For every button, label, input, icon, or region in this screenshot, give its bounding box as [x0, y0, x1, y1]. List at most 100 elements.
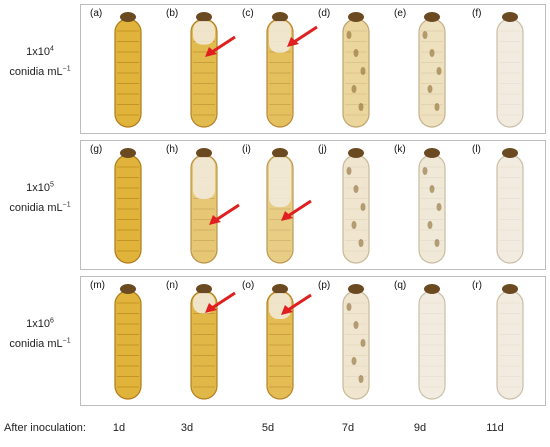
larva-head: [120, 12, 136, 22]
larva-head: [424, 284, 440, 294]
melanized-spot: [427, 221, 433, 229]
time-axis: After inoculation: 1d 3d 5d 7d 9d 11d: [0, 418, 550, 442]
panel-letter: (g): [90, 144, 103, 155]
melanized-spot: [353, 321, 359, 329]
melanized-spot: [351, 85, 357, 93]
larva-photo: (f): [469, 5, 547, 133]
panel-letter: (q): [394, 280, 407, 291]
larva-photo: (i): [239, 141, 317, 269]
larva-head: [196, 12, 212, 22]
row-3-unit: conidia mL−1: [9, 337, 71, 351]
melanized-spot: [346, 167, 352, 175]
panel-letter: (c): [242, 8, 254, 19]
panel-letter: (j): [318, 144, 327, 155]
red-arrow-icon: [281, 199, 312, 221]
tick-1d: 1d: [112, 422, 126, 434]
larva-photo: (l): [469, 141, 547, 269]
mycelium-patch: [193, 21, 215, 45]
larva-head: [196, 284, 212, 294]
melanized-spot: [353, 49, 359, 57]
row-1-unit: conidia mL−1: [9, 65, 71, 79]
larva-head: [272, 148, 288, 158]
larva-illustration: [496, 12, 524, 128]
row-label-1: 1x104 conidia mL−1: [0, 40, 80, 81]
melanized-spot: [346, 303, 352, 311]
tick-11d: 11d: [486, 422, 504, 434]
larva-illustration: [418, 12, 446, 128]
melanized-spot: [429, 185, 435, 193]
row-2-unit: conidia mL−1: [9, 201, 71, 215]
larva-photo: (a): [87, 5, 165, 133]
panel-letter: (i): [242, 144, 251, 155]
larva-illustration: [418, 148, 446, 264]
mycelium-patch: [269, 21, 291, 53]
photo-grid: (a) (b) (c) (d) (e) (f) (g) (h) (i) (j) (k) (l) (m…: [80, 4, 546, 412]
melanized-spot: [422, 31, 428, 39]
larva-head: [502, 284, 518, 294]
larva-photo: (b): [163, 5, 241, 133]
melanized-spot: [360, 67, 366, 75]
panel-letter: (m): [90, 280, 105, 291]
larva-head: [120, 148, 136, 158]
tick-3d: 3d: [180, 422, 194, 434]
melanized-spot: [353, 185, 359, 193]
row-panel-3: (m) (n) (o) (p) (q) (r): [80, 276, 546, 406]
larva-head: [348, 284, 364, 294]
larva-photo: (c): [239, 5, 318, 133]
panel-letter: (p): [318, 280, 331, 291]
panel-letter: (b): [166, 8, 179, 19]
red-arrow-icon: [209, 203, 240, 225]
melanized-spot: [351, 357, 357, 365]
red-arrow-icon: [287, 25, 318, 47]
panel-letter: (k): [394, 144, 406, 155]
panel-letter: (n): [166, 280, 179, 291]
panel-letter: (h): [166, 144, 179, 155]
tick-9d: 9d: [413, 422, 427, 434]
larva-photo: (e): [391, 5, 469, 133]
melanized-spot: [346, 31, 352, 39]
larva-illustration: [266, 148, 294, 264]
larva-illustration: [418, 284, 446, 400]
larva-head: [424, 148, 440, 158]
larva-illustration: [496, 284, 524, 400]
larva-illustration: [496, 148, 524, 264]
melanized-spot: [360, 339, 366, 347]
larva-head: [502, 12, 518, 22]
melanized-spot: [358, 239, 364, 247]
row-3-concentration: 1x106: [26, 317, 54, 330]
row-label-2: 1x105 conidia mL−1: [0, 176, 80, 217]
larva-illustration: [190, 148, 218, 264]
panel-letter: (r): [472, 280, 482, 291]
larva-head: [196, 148, 212, 158]
row-label-3: 1x106 conidia mL−1: [0, 312, 80, 353]
larva-photo: (k): [391, 141, 469, 269]
larva-illustration: [114, 12, 142, 128]
larva-illustration: [342, 12, 370, 128]
panel-letter: (e): [394, 8, 407, 19]
melanized-spot: [427, 85, 433, 93]
melanized-spot: [351, 221, 357, 229]
larva-head: [120, 284, 136, 294]
larva-illustration: [190, 12, 218, 128]
larva-head: [272, 12, 288, 22]
melanized-spot: [434, 239, 440, 247]
red-arrow-icon: [281, 293, 312, 315]
melanized-spot: [436, 203, 442, 211]
row-panel-1: (a) (b) (c) (d) (e) (f): [80, 4, 546, 134]
larva-head: [424, 12, 440, 22]
melanized-spot: [436, 67, 442, 75]
larva-photo: (m): [87, 277, 165, 405]
panel-letter: (f): [472, 8, 482, 19]
melanized-spot: [358, 375, 364, 383]
larva-illustration: [114, 284, 142, 400]
panel-letter: (o): [242, 280, 255, 291]
tick-7d: 7d: [341, 422, 355, 434]
row-panel-2: (g) (h) (i) (j) (k) (l): [80, 140, 546, 270]
mycelium-patch: [193, 157, 215, 199]
larva-illustration: [266, 12, 294, 128]
row-2-concentration: 1x105: [26, 181, 54, 194]
larva-photo: (p): [315, 277, 393, 405]
larva-illustration: [342, 284, 370, 400]
melanized-spot: [360, 203, 366, 211]
larva-head: [348, 12, 364, 22]
